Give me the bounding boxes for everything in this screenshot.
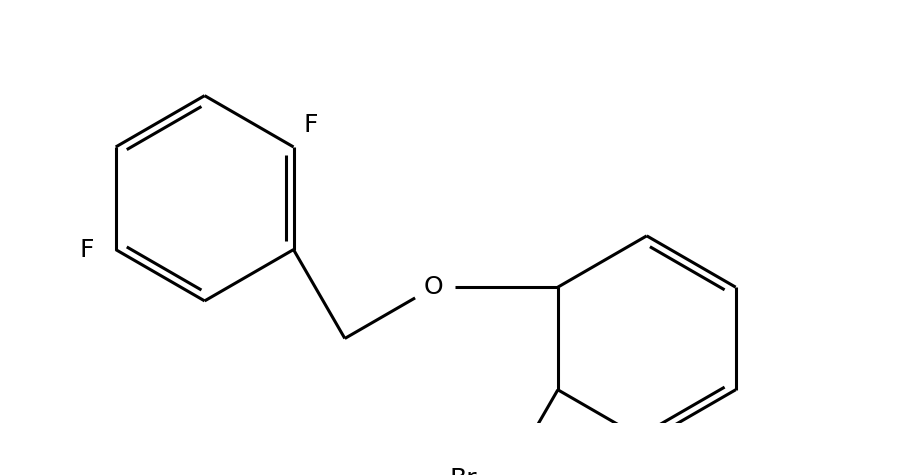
Text: Br: Br: [450, 466, 477, 475]
Text: F: F: [304, 114, 319, 137]
Text: O: O: [424, 275, 444, 299]
Text: F: F: [79, 238, 93, 262]
